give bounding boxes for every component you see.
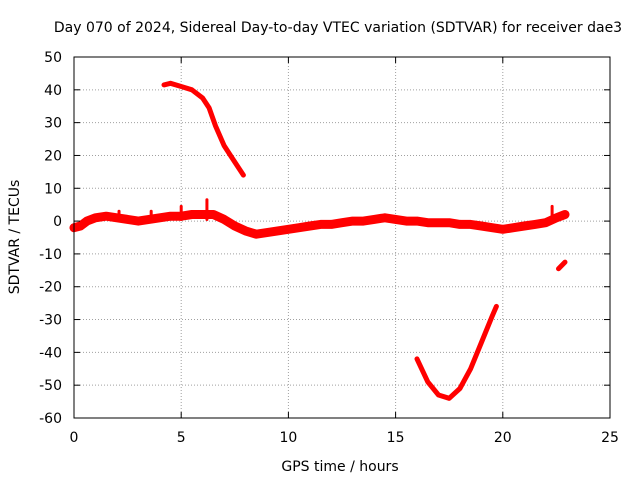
plot-frame	[73, 56, 611, 419]
y-tick-label: -20	[39, 280, 62, 296]
x-tick-label: 25	[601, 430, 619, 446]
x-tick-label: 15	[387, 430, 405, 446]
series-early-arc	[161, 80, 246, 178]
series-end-segment	[556, 259, 568, 272]
y-tick-label: -30	[39, 313, 62, 329]
x-tick-label: 5	[177, 430, 186, 446]
y-tick-label: 30	[44, 116, 62, 132]
y-tick-label: -50	[39, 378, 62, 394]
y-tick-label: -10	[39, 247, 62, 263]
y-tick-label: -60	[39, 411, 62, 427]
series-late-arc	[414, 303, 499, 401]
y-tick-label: 20	[44, 148, 62, 164]
grid	[74, 57, 610, 418]
y-tick-label: 0	[53, 214, 62, 230]
data-series	[69, 80, 570, 401]
y-tick-label: -40	[39, 345, 62, 361]
x-axis-label: GPS time / hours	[281, 459, 398, 475]
y-axis-label: SDTVAR / TECUs	[7, 180, 23, 295]
x-tick-label: 20	[494, 430, 512, 446]
y-tick-label: 10	[44, 181, 62, 197]
x-tick-label: 10	[279, 430, 297, 446]
series-main-band	[69, 210, 570, 239]
chart-title: Day 070 of 2024, Sidereal Day-to-day VTE…	[54, 20, 622, 36]
x-tick-label: 0	[70, 430, 79, 446]
y-tick-label: 40	[44, 83, 62, 99]
axis-ticks: 0 5 10 15 20 25 50 40 30 20 10 0 -10 -20 -30 -40 -50 -60	[39, 50, 619, 446]
y-tick-label: 50	[44, 50, 62, 66]
